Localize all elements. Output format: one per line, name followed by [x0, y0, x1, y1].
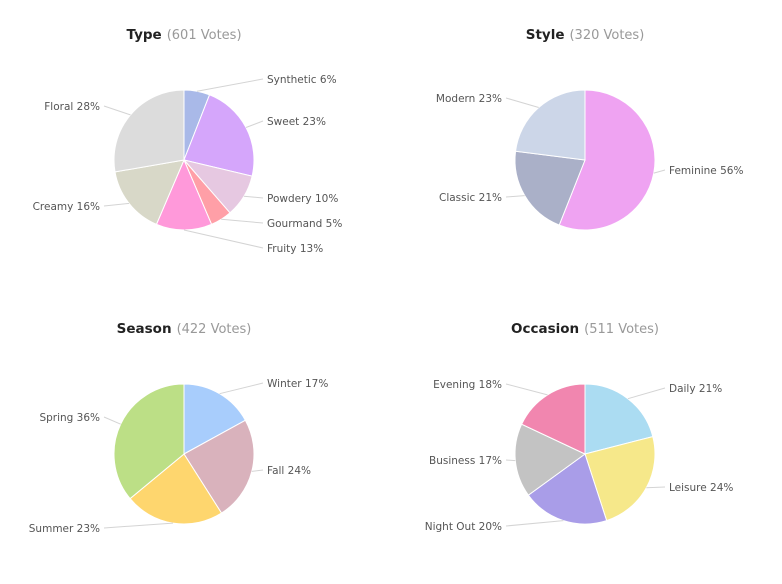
style-label-feminine: Feminine 56%: [669, 165, 743, 177]
style-votes-count: (320 Votes): [569, 28, 644, 43]
occasion-slice-night-out[interactable]: [527, 453, 608, 525]
occasion-label-night-out: Night Out 20%: [425, 521, 502, 533]
type-leader-sweet: [245, 120, 264, 128]
occasion-votes-count: (511 Votes): [584, 322, 659, 337]
season-slice-winter[interactable]: [183, 383, 247, 455]
occasion-leader-daily: [627, 387, 666, 400]
occasion-pie-chart: Occasion (511 Votes) Daily 21% Leisure 24% N…: [425, 321, 734, 533]
type-chart-title: Type (601 Votes): [126, 27, 241, 43]
style-label-modern: Modern 23%: [436, 93, 502, 105]
season-label-summer: Summer 23%: [29, 523, 100, 535]
season-slice-fall[interactable]: [183, 419, 255, 514]
style-pie-chart: Style (320 Votes) Feminine 56% Classic 21% M…: [436, 27, 743, 231]
type-leader-floral: [103, 105, 131, 116]
style-leader-modern: [505, 97, 539, 108]
occasion-label-business: Business 17%: [429, 455, 502, 467]
style-label-classic: Classic 21%: [439, 192, 502, 204]
type-label-sweet: Sweet 23%: [267, 116, 326, 128]
style-title-text: Style: [526, 27, 565, 43]
type-title-text: Type: [126, 27, 161, 43]
style-leader-classic: [505, 195, 525, 198]
occasion-label-daily: Daily 21%: [669, 383, 722, 395]
type-leader-powdery: [243, 195, 264, 199]
type-label-gourmand: Gourmand 5%: [267, 218, 342, 230]
occasion-leader-night-out: [505, 520, 564, 527]
occasion-chart-title: Occasion (511 Votes): [511, 321, 659, 337]
season-leader-spring: [103, 416, 121, 425]
type-pie-chart: Type (601 Votes) Synthetic 6% Sweet 23% Powd…: [33, 27, 343, 255]
style-slice-modern[interactable]: [514, 89, 586, 161]
type-label-synthetic: Synthetic 6%: [267, 74, 337, 86]
occasion-label-leisure: Leisure 24%: [669, 482, 733, 494]
occasion-title-text: Occasion: [511, 321, 579, 337]
type-leader-gourmand: [221, 218, 264, 224]
type-slice-floral[interactable]: [113, 89, 185, 173]
type-label-creamy: Creamy 16%: [33, 201, 100, 213]
season-leader-winter: [219, 382, 264, 395]
style-slice-feminine[interactable]: [558, 89, 656, 231]
type-slice-fruity[interactable]: [155, 158, 213, 231]
type-leader-synthetic: [196, 78, 264, 92]
type-label-floral: Floral 28%: [44, 101, 100, 113]
season-slice-summer[interactable]: [129, 453, 223, 525]
type-votes-count: (601 Votes): [167, 28, 242, 43]
season-leader-summer: [103, 522, 174, 529]
type-label-fruity: Fruity 13%: [267, 243, 323, 255]
occasion-leader-evening: [505, 383, 548, 396]
style-chart-title: Style (320 Votes): [526, 27, 645, 43]
season-votes-count: (422 Votes): [177, 322, 252, 337]
season-label-winter: Winter 17%: [267, 378, 328, 390]
type-leader-creamy: [103, 202, 130, 207]
type-slice-sweet[interactable]: [183, 94, 255, 177]
occasion-leader-leisure: [646, 486, 666, 489]
season-slice-spring[interactable]: [113, 383, 185, 500]
type-label-powdery: Powdery 10%: [267, 193, 338, 205]
season-title-text: Season: [117, 321, 172, 337]
style-leader-feminine: [653, 169, 666, 174]
season-chart-title: Season (422 Votes): [117, 321, 252, 337]
season-leader-fall: [251, 469, 264, 472]
season-label-spring: Spring 36%: [39, 412, 100, 424]
occasion-slice-business[interactable]: [514, 423, 586, 496]
type-leader-fruity: [183, 229, 264, 249]
occasion-label-evening: Evening 18%: [433, 379, 502, 391]
season-pie-chart: Season (422 Votes) Winter 17% Fall 24% Summe…: [29, 321, 329, 535]
occasion-leader-business: [505, 459, 516, 462]
season-label-fall: Fall 24%: [267, 465, 311, 477]
style-slice-classic[interactable]: [514, 150, 586, 226]
